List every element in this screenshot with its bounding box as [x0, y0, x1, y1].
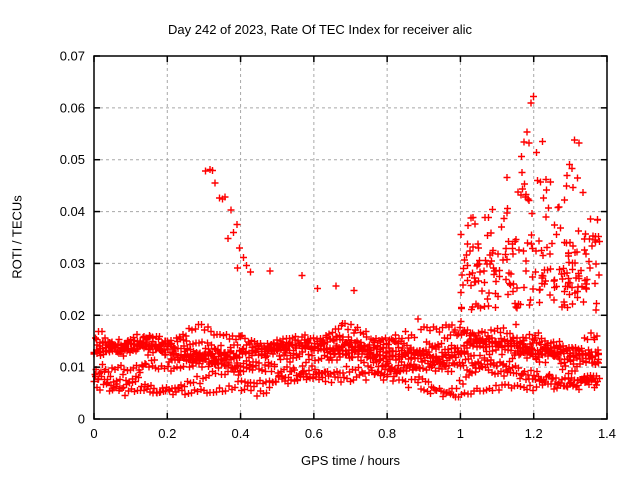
y-tick-label: 0.05 — [60, 152, 85, 167]
y-tick-label: 0.06 — [60, 100, 85, 115]
x-tick-label: 0.4 — [232, 426, 250, 441]
x-tick-label: 0 — [90, 426, 97, 441]
x-axis-label: GPS time / hours — [301, 453, 400, 468]
y-tick-labels: 0 0.01 0.02 0.03 0.04 0.05 0.06 0.07 — [60, 49, 85, 427]
x-tick-label: 0.8 — [378, 426, 396, 441]
grid-lines — [94, 56, 607, 419]
x-tick-label: 1.2 — [525, 426, 543, 441]
axis-ticks — [93, 55, 608, 420]
x-tick-labels: 0 0.2 0.4 0.6 0.8 1 1.2 1.4 — [90, 426, 616, 441]
y-tick-label: 0.02 — [60, 308, 85, 323]
x-tick-label: 1.4 — [598, 426, 616, 441]
y-tick-label: 0.04 — [60, 204, 85, 219]
y-tick-label: 0.01 — [60, 360, 85, 375]
plot-frame — [93, 55, 608, 420]
y-tick-label: 0.03 — [60, 256, 85, 271]
data-points-roti — [90, 93, 603, 401]
y-tick-label: 0.07 — [60, 49, 85, 64]
x-tick-label: 0.6 — [305, 426, 323, 441]
chart-title: Day 242 of 2023, Rate Of TEC Index for r… — [168, 22, 472, 37]
y-tick-label: 0 — [78, 412, 85, 427]
x-tick-label: 1 — [457, 426, 464, 441]
x-tick-label: 0.2 — [158, 426, 176, 441]
